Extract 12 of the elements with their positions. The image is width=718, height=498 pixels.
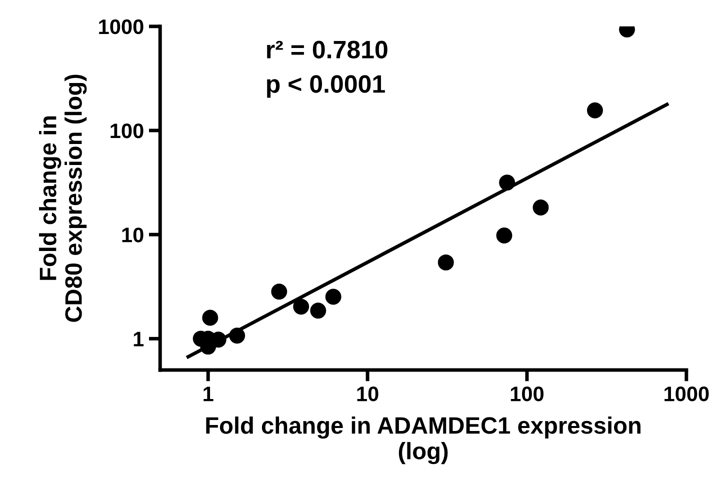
y-tick-label: 1000 [99,19,144,34]
annotation: r² = 0.7810 [267,40,388,58]
x-tick-label: 1000 [664,386,709,402]
y-tick-label: 1 [134,332,144,346]
annotation: p < 0.0001 [267,75,385,98]
y-tick-label: 10 [122,228,144,242]
y-tick-label: 100 [110,123,144,138]
x-axis-title: Fold change in ADAMDEC1 expression (log) [206,416,640,464]
x-tick-label: 1 [204,386,214,402]
y-axis-title: Fold change in CD80 expression (log) [39,74,87,322]
x-tick-label: 10 [357,386,378,402]
x-tick-label: 100 [510,386,544,402]
